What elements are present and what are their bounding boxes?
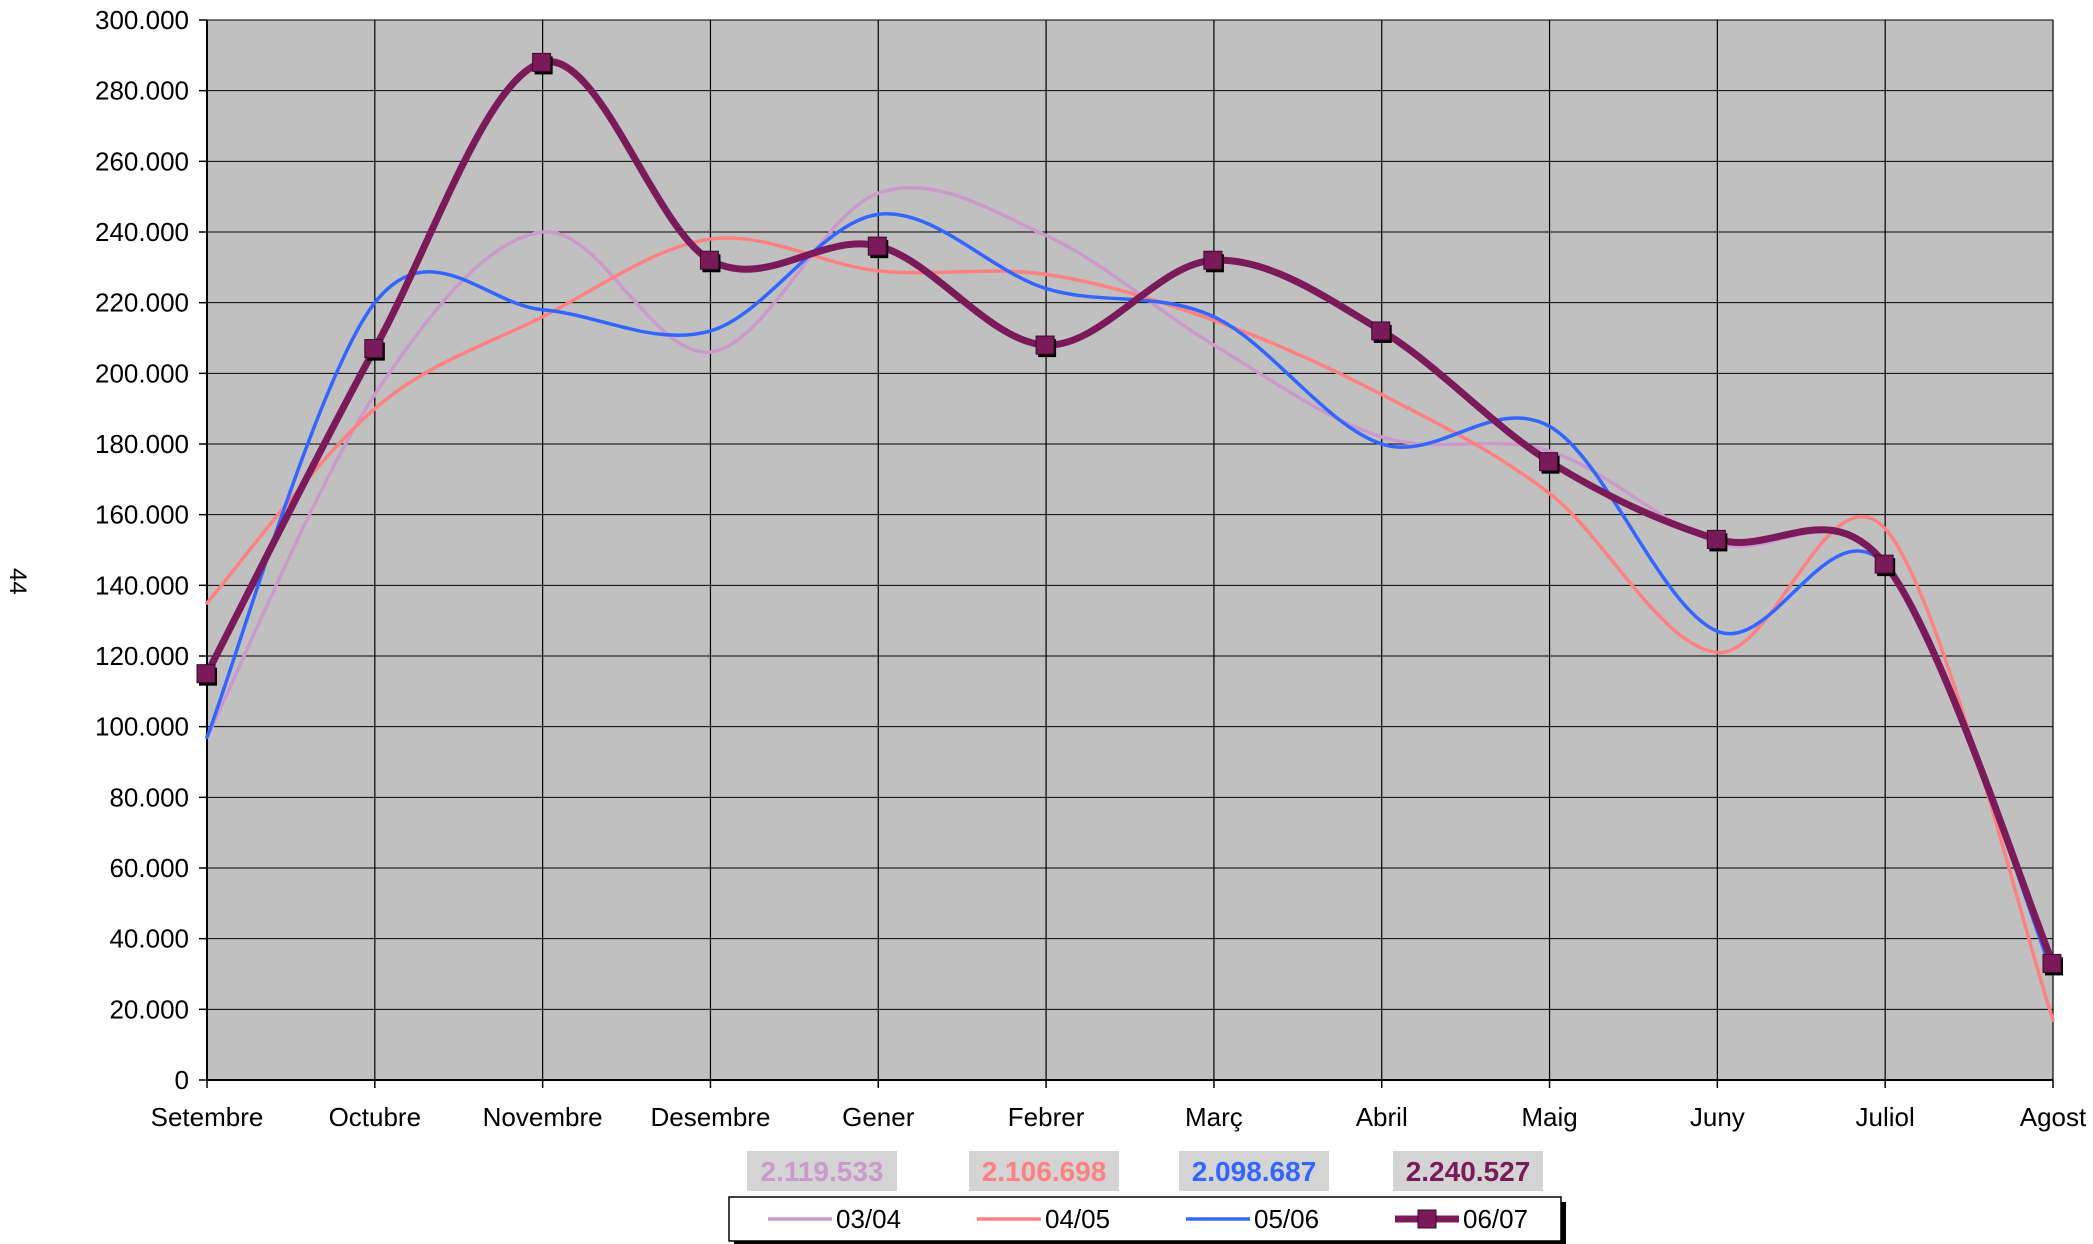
y-tick-label: 240.000 [95, 217, 189, 247]
series-04-05 [205, 236, 2055, 1022]
series-05-06 [205, 212, 2055, 976]
axes [206, 20, 2053, 1081]
series-totals: 2.119.533 2.106.698 2.098.687 2.240.527 [747, 1151, 1543, 1191]
series-06-07 [196, 52, 2063, 976]
legend: 03/04 04/05 05/06 06/07 [728, 1196, 1566, 1244]
data-point [1706, 529, 1726, 549]
y-tick-label: 120.000 [95, 641, 189, 671]
y-tick-label: 160.000 [95, 500, 189, 530]
x-axis-ticks: Setembre Octubre Novembre Desembre Gener Febr… [151, 1080, 2087, 1132]
data-point [1203, 250, 1223, 270]
y-tick-label: 20.000 [109, 994, 189, 1024]
y-tick-label: 260.000 [95, 146, 189, 176]
data-point [699, 250, 719, 270]
data-point [867, 236, 887, 256]
y-tick-label: 140.000 [95, 570, 189, 600]
x-tick-label: Gener [842, 1102, 915, 1132]
y-tick-label: 40.000 [109, 924, 189, 954]
x-tick-label: Agost [2020, 1102, 2087, 1132]
series-line-04-05 [205, 236, 2055, 1022]
x-tick-label: Abril [1356, 1102, 1408, 1132]
series-line-05-06 [205, 212, 2055, 976]
y-tick-label: 180.000 [95, 429, 189, 459]
y-tick-label: 280.000 [95, 76, 189, 106]
series-line-06-07 [203, 58, 2057, 967]
data-point [196, 664, 216, 684]
series-total: 2.098.687 [1192, 1156, 1317, 1187]
category-lines [374, 20, 2054, 1080]
legend-label: 03/04 [836, 1204, 901, 1234]
data-point [1539, 452, 1559, 472]
y-tick-label: 200.000 [95, 358, 189, 388]
x-tick-label: Novembre [483, 1102, 603, 1132]
x-tick-label: Setembre [151, 1102, 264, 1132]
x-tick-label: Juny [1690, 1102, 1745, 1132]
x-tick-label: Març [1185, 1102, 1243, 1132]
y-axis-ticks: 0 20.000 40.000 60.000 80.000 100.000 120.000 1… [95, 5, 207, 1095]
legend-label: 05/06 [1254, 1204, 1319, 1234]
legend-label: 06/07 [1463, 1204, 1528, 1234]
total-box [969, 1151, 1119, 1191]
series-total: 2.119.533 [760, 1156, 883, 1187]
data-point [1371, 321, 1391, 341]
y-tick-label: 80.000 [109, 782, 189, 812]
x-tick-label: Febrer [1008, 1102, 1085, 1132]
y-tick-label: 60.000 [109, 853, 189, 883]
data-point [1874, 554, 1894, 574]
legend-label: 04/05 [1045, 1204, 1110, 1234]
x-tick-label: Juliol [1856, 1102, 1915, 1132]
total-box [1179, 1151, 1329, 1191]
x-tick-label: Desembre [650, 1102, 770, 1132]
series-total: 2.240.527 [1406, 1156, 1531, 1187]
series-layer [196, 52, 2063, 1022]
data-point [2042, 953, 2062, 973]
series-total: 2.106.698 [982, 1156, 1107, 1187]
page-number: 44 [4, 568, 31, 595]
total-box [747, 1151, 897, 1191]
y-tick-label: 300.000 [95, 5, 189, 35]
y-tick-label: 220.000 [95, 288, 189, 318]
x-tick-label: Maig [1521, 1102, 1577, 1132]
y-tick-label: 0 [175, 1065, 189, 1095]
data-point [364, 339, 384, 359]
legend-marker [1417, 1209, 1437, 1229]
y-tick-label: 100.000 [95, 712, 189, 742]
plot-area [206, 19, 2054, 1081]
data-point [532, 52, 552, 72]
total-box [1393, 1151, 1543, 1191]
data-point [1035, 335, 1055, 355]
x-tick-label: Octubre [329, 1102, 422, 1132]
